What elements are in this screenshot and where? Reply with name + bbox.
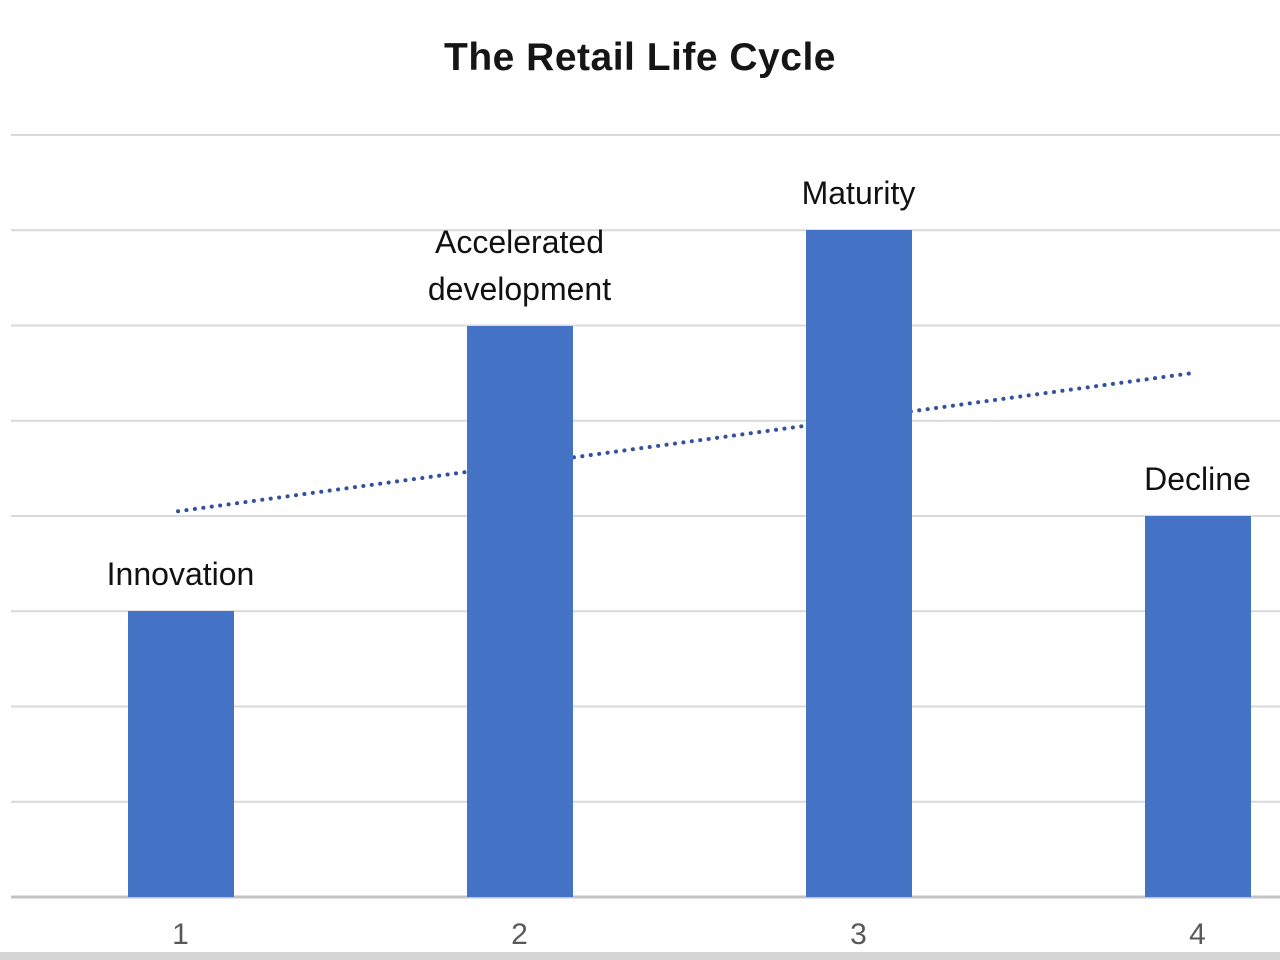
bar-4: [1144, 516, 1251, 897]
x-tick-label-1: 1: [172, 918, 189, 951]
x-tick-label-3: 3: [850, 918, 867, 951]
bar-3: [805, 230, 912, 897]
bar-label-4: Decline: [1144, 461, 1251, 497]
bar-label-1: Innovation: [106, 556, 255, 593]
chart-title: The Retail Life Cycle: [444, 36, 836, 79]
bar-1: [127, 611, 234, 897]
bar-2: [466, 325, 573, 897]
bar-label-3: Maturity: [801, 175, 916, 212]
x-tick-label-2: 2: [511, 918, 528, 951]
bar-label-2: Accelerated development: [427, 223, 612, 307]
bottom-edge-strip: [0, 952, 1280, 960]
x-tick-label-4: 4: [1189, 918, 1206, 951]
trendline: [176, 371, 1194, 514]
